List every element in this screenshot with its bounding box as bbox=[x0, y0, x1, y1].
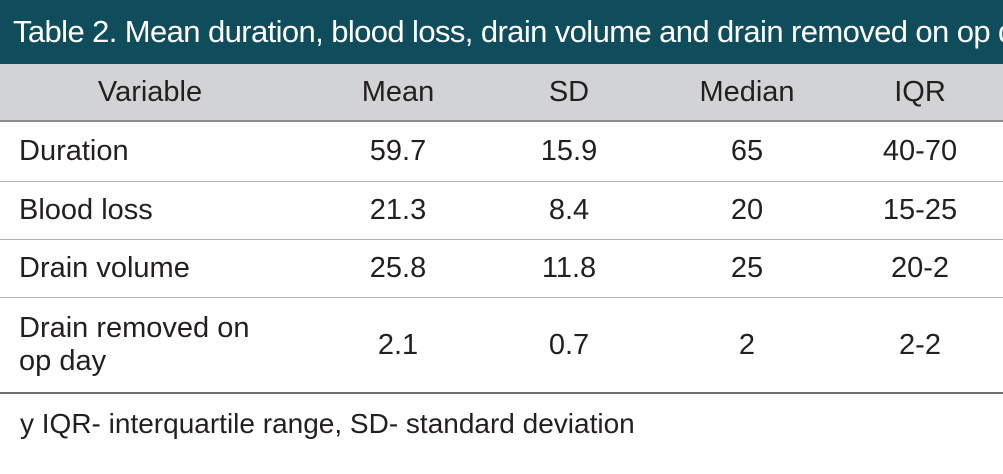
cell-sd: 15.9 bbox=[540, 135, 598, 167]
table-header-row: Variable Mean SD Median IQR bbox=[0, 64, 1003, 122]
cell-sd: 8.4 bbox=[548, 194, 590, 226]
cell-mean: 21.3 bbox=[369, 194, 427, 226]
table-row: Drain removed on op day 2.1 0.7 2 2-2 bbox=[0, 298, 1003, 394]
column-header-variable: Variable bbox=[97, 75, 203, 108]
cell-median: 25 bbox=[730, 252, 764, 284]
table-footnote: y IQR- interquartile range, SD- standard… bbox=[20, 408, 635, 439]
cell-sd: 0.7 bbox=[548, 328, 590, 361]
cell-variable: Drain removed on op day bbox=[19, 312, 250, 377]
column-header-iqr: IQR bbox=[894, 75, 946, 108]
cell-mean: 25.8 bbox=[369, 252, 427, 284]
table-row: Duration 59.7 15.9 65 40-70 bbox=[0, 122, 1003, 182]
cell-variable: Drain volume bbox=[19, 252, 190, 284]
table-row: Blood loss 21.3 8.4 20 15-25 bbox=[0, 182, 1003, 240]
table-row: Drain volume 25.8 11.8 25 20-2 bbox=[0, 240, 1003, 298]
cell-median: 20 bbox=[730, 194, 764, 226]
cell-variable: Duration bbox=[19, 135, 129, 167]
cell-mean: 59.7 bbox=[369, 135, 427, 167]
cell-median: 2 bbox=[738, 328, 756, 361]
cell-sd: 11.8 bbox=[541, 252, 597, 284]
cell-mean: 2.1 bbox=[377, 328, 419, 361]
cell-median: 65 bbox=[730, 135, 764, 167]
column-header-median: Median bbox=[699, 75, 795, 108]
table-title: Table 2. Mean duration, blood loss, drai… bbox=[0, 0, 1003, 64]
cell-iqr: 20-2 bbox=[890, 252, 950, 284]
column-header-sd: SD bbox=[548, 75, 590, 108]
cell-iqr: 40-70 bbox=[882, 135, 958, 167]
cell-iqr: 2-2 bbox=[899, 328, 941, 361]
column-header-mean: Mean bbox=[361, 75, 435, 108]
cell-iqr: 15-25 bbox=[882, 194, 958, 226]
cell-variable: Blood loss bbox=[19, 194, 153, 226]
